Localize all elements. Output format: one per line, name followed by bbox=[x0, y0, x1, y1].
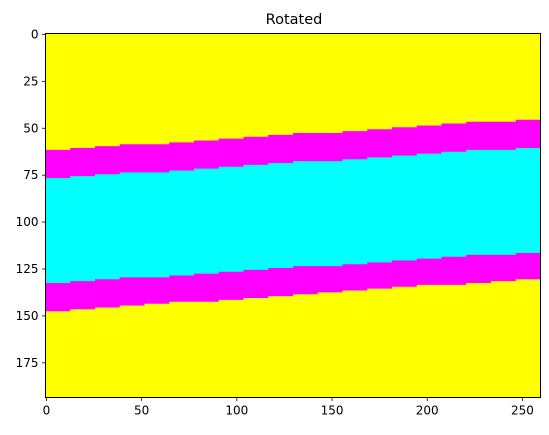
plot-frame bbox=[45, 33, 541, 398]
y-tick-label: 25 bbox=[23, 74, 38, 88]
y-tick-label: 175 bbox=[16, 356, 39, 370]
y-axis: 0 25 50 75 100 125 150 175 bbox=[16, 27, 46, 370]
image-area bbox=[45, 33, 541, 398]
chart-title: Rotated bbox=[266, 12, 323, 28]
x-tick-label: 0 bbox=[43, 404, 51, 418]
x-tick-label: 50 bbox=[134, 404, 149, 418]
y-tick-label: 150 bbox=[16, 309, 39, 323]
band-1 bbox=[45, 147, 541, 284]
y-tick-label: 75 bbox=[23, 168, 38, 182]
y-tick-label: 0 bbox=[31, 27, 39, 41]
x-tick-label: 250 bbox=[511, 404, 534, 418]
y-tick-label: 125 bbox=[16, 262, 39, 276]
x-tick-label: 100 bbox=[225, 404, 248, 418]
y-tick-label: 100 bbox=[16, 215, 39, 229]
x-axis: 0 50 100 150 200 250 bbox=[43, 397, 534, 418]
y-tick-label: 50 bbox=[23, 121, 38, 135]
x-tick-label: 200 bbox=[416, 404, 439, 418]
x-tick-label: 150 bbox=[321, 404, 344, 418]
